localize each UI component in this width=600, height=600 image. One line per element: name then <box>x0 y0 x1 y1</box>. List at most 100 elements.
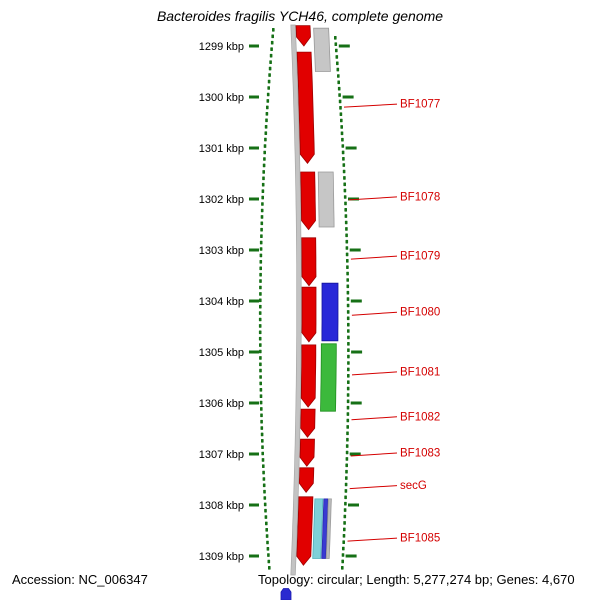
kbp-label: 1303 kbp <box>199 245 244 257</box>
minor-tick-left <box>264 125 268 129</box>
minor-tick-left <box>260 221 264 226</box>
minor-tick-left <box>259 272 262 277</box>
gene-arrow-secG <box>298 467 315 493</box>
minor-tick-left <box>261 195 264 200</box>
minor-tick-right <box>342 546 345 551</box>
minor-tick-left <box>269 53 273 58</box>
minor-tick-right <box>337 80 340 85</box>
leader-BF1080 <box>351 311 398 316</box>
minor-tick-right <box>341 559 344 564</box>
minor-tick-right <box>345 476 348 480</box>
minor-tick-right <box>344 495 347 500</box>
ruler-minor-ticks <box>258 28 350 570</box>
minor-tick-left <box>259 266 262 271</box>
minor-tick-right <box>345 246 349 250</box>
major-tick-right <box>345 554 357 558</box>
minor-tick-right <box>338 93 341 97</box>
kbp-label: 1304 kbp <box>199 296 244 308</box>
minor-tick-right <box>343 527 346 532</box>
minor-tick-right <box>343 182 346 187</box>
minor-tick-left <box>262 464 265 468</box>
minor-tick-right <box>347 342 350 346</box>
minor-tick-left <box>268 73 271 77</box>
major-tick-left <box>249 146 259 150</box>
topology-stats-text: Topology: circular; Length: 5,277,274 bp… <box>258 572 575 587</box>
minor-tick-right <box>343 176 346 180</box>
minor-tick-left <box>260 227 263 232</box>
minor-tick-left <box>265 112 269 116</box>
minor-tick-left <box>258 317 262 322</box>
leader-BF1077 <box>343 103 398 108</box>
minor-tick-right <box>334 36 337 40</box>
minor-tick-right <box>346 418 350 423</box>
minor-tick-left <box>259 343 262 347</box>
minor-tick-right <box>339 112 343 116</box>
feature-green-cds-bf1081 <box>320 343 337 412</box>
minor-tick-left <box>260 208 264 213</box>
major-tick-left <box>249 248 259 252</box>
minor-tick-right <box>345 463 348 468</box>
minor-tick-left <box>261 451 264 456</box>
gene-arrow-BF1077 <box>296 51 315 164</box>
feature-blue-stripe-bf1085 <box>321 498 329 559</box>
minor-tick-left <box>259 356 262 360</box>
leader-BF1081 <box>351 371 398 376</box>
leader-BF1085 <box>347 537 398 542</box>
minor-tick-left <box>262 470 265 475</box>
bottom-fragment <box>280 588 292 600</box>
minor-tick-right <box>346 265 349 269</box>
minor-tick-right <box>342 540 345 544</box>
minor-tick-right <box>340 125 343 129</box>
gene-arrow-BF1083 <box>299 438 315 467</box>
minor-tick-left <box>259 253 263 258</box>
minor-tick-right <box>343 521 346 525</box>
minor-tick-right <box>337 74 340 78</box>
major-tick-left <box>249 554 259 558</box>
gene-arrow-BF1082 <box>300 408 316 438</box>
minor-tick-right <box>334 42 338 46</box>
minor-tick-left <box>260 407 263 411</box>
minor-tick-right <box>343 195 347 199</box>
minor-tick-right <box>341 566 344 570</box>
minor-tick-left <box>266 547 270 551</box>
minor-tick-right <box>346 259 349 263</box>
minor-tick-right <box>346 271 349 276</box>
minor-tick-right <box>336 61 339 66</box>
minor-tick-left <box>259 349 262 354</box>
minor-tick-right <box>344 220 348 225</box>
minor-tick-right <box>346 425 349 429</box>
minor-tick-left <box>259 362 262 367</box>
minor-tick-right <box>347 361 350 365</box>
minor-tick-right <box>343 508 347 512</box>
gene-arrow-BF1081 <box>300 344 317 408</box>
minor-tick-left <box>261 439 264 443</box>
blue-fragment-bottom <box>280 588 292 600</box>
minor-tick-right <box>347 335 350 340</box>
minor-tick-right <box>345 233 348 238</box>
minor-tick-left <box>258 311 262 315</box>
minor-tick-right <box>345 469 348 474</box>
kbp-label: 1301 kbp <box>199 143 244 155</box>
gene-label-BF1081: BF1081 <box>400 366 440 378</box>
minor-tick-left <box>263 489 266 494</box>
minor-tick-left <box>267 79 271 84</box>
minor-tick-right <box>346 316 350 321</box>
gene-labels: BF1077 BF1078 BF1079 BF1080 BF1081 BF1082 BF10… <box>400 99 440 545</box>
minor-tick-left <box>265 521 268 526</box>
minor-tick-left <box>262 176 265 181</box>
major-tick-left <box>249 44 259 48</box>
minor-tick-left <box>260 215 264 219</box>
minor-tick-right <box>347 374 350 378</box>
minor-tick-left <box>268 66 272 71</box>
minor-tick-right <box>336 67 340 72</box>
gene-label-BF1085: BF1085 <box>400 533 440 545</box>
minor-tick-right <box>342 534 346 538</box>
minor-tick-left <box>262 483 266 488</box>
major-tick-right <box>348 197 359 201</box>
major-tick-left <box>249 401 259 405</box>
minor-tick-left <box>259 279 262 283</box>
minor-tick-left <box>260 426 264 430</box>
minor-tick-left <box>259 285 262 290</box>
kbp-label: 1302 kbp <box>199 194 244 206</box>
minor-tick-left <box>270 40 274 45</box>
